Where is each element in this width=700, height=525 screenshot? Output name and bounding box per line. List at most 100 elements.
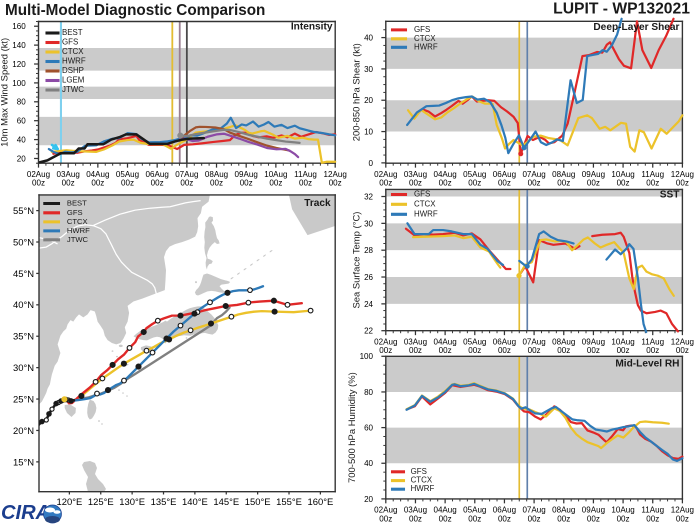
svg-text:12Aug: 12Aug (671, 506, 694, 515)
svg-text:02Aug: 02Aug (374, 337, 397, 346)
svg-text:40: 40 (17, 136, 26, 145)
svg-text:00z: 00z (62, 179, 75, 188)
svg-text:HWRF: HWRF (414, 42, 438, 51)
svg-text:02Aug: 02Aug (27, 170, 50, 179)
svg-text:Track: Track (304, 198, 331, 209)
svg-text:00z: 00z (587, 179, 600, 188)
svg-text:00z: 00z (379, 346, 392, 355)
svg-text:00z: 00z (151, 179, 164, 188)
svg-text:DSHP: DSHP (62, 66, 84, 75)
svg-text:28: 28 (364, 246, 373, 255)
svg-text:12Aug: 12Aug (324, 170, 347, 179)
svg-text:100: 100 (12, 79, 26, 88)
svg-text:24: 24 (364, 300, 373, 309)
svg-text:10Aug: 10Aug (264, 170, 287, 179)
svg-text:HWRF: HWRF (62, 57, 86, 66)
svg-text:40: 40 (364, 34, 373, 43)
svg-text:00z: 00z (439, 346, 452, 355)
svg-text:00z: 00z (557, 179, 570, 188)
svg-text:00z: 00z (676, 346, 689, 355)
svg-text:CTCX: CTCX (62, 47, 84, 56)
svg-text:00z: 00z (180, 179, 193, 188)
svg-text:SST: SST (660, 190, 681, 201)
svg-text:04Aug: 04Aug (433, 170, 456, 179)
svg-text:CTCX: CTCX (411, 476, 433, 485)
svg-text:50°N: 50°N (13, 237, 34, 248)
svg-text:120°E: 120°E (56, 497, 82, 508)
svg-text:20°N: 20°N (13, 426, 34, 437)
svg-text:05Aug: 05Aug (463, 337, 486, 346)
svg-text:07Aug: 07Aug (522, 506, 545, 515)
svg-text:60: 60 (17, 117, 26, 126)
svg-text:160°E: 160°E (307, 497, 333, 508)
svg-text:Sea Surface Temp (°C): Sea Surface Temp (°C) (351, 212, 362, 309)
svg-text:03Aug: 03Aug (404, 337, 427, 346)
svg-text:00z: 00z (646, 346, 659, 355)
svg-text:00z: 00z (617, 179, 630, 188)
svg-text:00z: 00z (528, 346, 541, 355)
svg-text:12Aug: 12Aug (671, 337, 694, 346)
svg-text:03Aug: 03Aug (404, 170, 427, 179)
svg-text:135°E: 135°E (151, 497, 177, 508)
svg-text:06Aug: 06Aug (146, 170, 169, 179)
svg-text:00z: 00z (557, 346, 570, 355)
svg-text:11Aug: 11Aug (294, 170, 317, 179)
svg-text:00z: 00z (468, 514, 481, 523)
svg-text:04Aug: 04Aug (433, 506, 456, 515)
svg-text:GFS: GFS (62, 38, 78, 47)
svg-text:00z: 00z (676, 179, 689, 188)
svg-text:05Aug: 05Aug (463, 170, 486, 179)
svg-text:80: 80 (17, 98, 26, 107)
svg-text:CTCX: CTCX (414, 34, 436, 43)
svg-text:HWRF: HWRF (411, 484, 435, 493)
svg-text:HWRF: HWRF (67, 226, 90, 235)
svg-text:00z: 00z (269, 179, 282, 188)
svg-text:00z: 00z (409, 346, 422, 355)
svg-text:Intensity: Intensity (291, 21, 333, 32)
svg-text:Multi-Model Diagnostic Compari: Multi-Model Diagnostic Comparison (5, 2, 265, 19)
svg-text:JTWC: JTWC (67, 235, 89, 244)
svg-text:11Aug: 11Aug (641, 170, 664, 179)
svg-text:00z: 00z (329, 179, 342, 188)
svg-text:140°E: 140°E (182, 497, 208, 508)
svg-text:150°E: 150°E (245, 497, 271, 508)
svg-text:20: 20 (364, 96, 373, 105)
svg-text:00z: 00z (498, 346, 511, 355)
svg-text:22: 22 (364, 327, 373, 336)
svg-text:00z: 00z (409, 179, 422, 188)
svg-text:140: 140 (12, 41, 26, 50)
svg-text:30°N: 30°N (13, 363, 34, 374)
svg-text:125°E: 125°E (88, 497, 114, 508)
svg-text:00z: 00z (498, 514, 511, 523)
svg-text:08Aug: 08Aug (552, 170, 575, 179)
svg-text:LGEM: LGEM (62, 76, 84, 85)
svg-text:07Aug: 07Aug (522, 337, 545, 346)
svg-text:HWRF: HWRF (414, 209, 438, 218)
svg-text:06Aug: 06Aug (493, 337, 516, 346)
svg-text:155°E: 155°E (276, 497, 302, 508)
svg-text:80: 80 (364, 388, 373, 397)
svg-text:02Aug: 02Aug (374, 506, 397, 515)
svg-text:04Aug: 04Aug (86, 170, 109, 179)
svg-text:20: 20 (17, 154, 26, 163)
svg-text:10Aug: 10Aug (611, 337, 634, 346)
svg-text:12Aug: 12Aug (671, 170, 694, 179)
svg-text:JTWC: JTWC (62, 85, 84, 94)
svg-text:25°N: 25°N (13, 394, 34, 405)
svg-text:00z: 00z (528, 514, 541, 523)
svg-text:Mid-Level RH: Mid-Level RH (615, 358, 679, 369)
svg-text:00z: 00z (240, 179, 253, 188)
svg-text:200-850 hPa Shear (kt): 200-850 hPa Shear (kt) (351, 43, 362, 141)
svg-text:700-500 hPa Humidity (%): 700-500 hPa Humidity (%) (347, 372, 358, 483)
svg-text:26: 26 (364, 273, 373, 282)
svg-text:11Aug: 11Aug (641, 506, 664, 515)
svg-text:08Aug: 08Aug (205, 170, 228, 179)
svg-text:00z: 00z (498, 179, 511, 188)
svg-text:CIRA: CIRA (1, 502, 50, 524)
svg-text:05Aug: 05Aug (463, 506, 486, 515)
svg-text:40: 40 (364, 459, 373, 468)
svg-text:09Aug: 09Aug (582, 337, 605, 346)
svg-text:10Aug: 10Aug (611, 506, 634, 515)
svg-text:0: 0 (369, 159, 374, 168)
svg-text:08Aug: 08Aug (552, 337, 575, 346)
